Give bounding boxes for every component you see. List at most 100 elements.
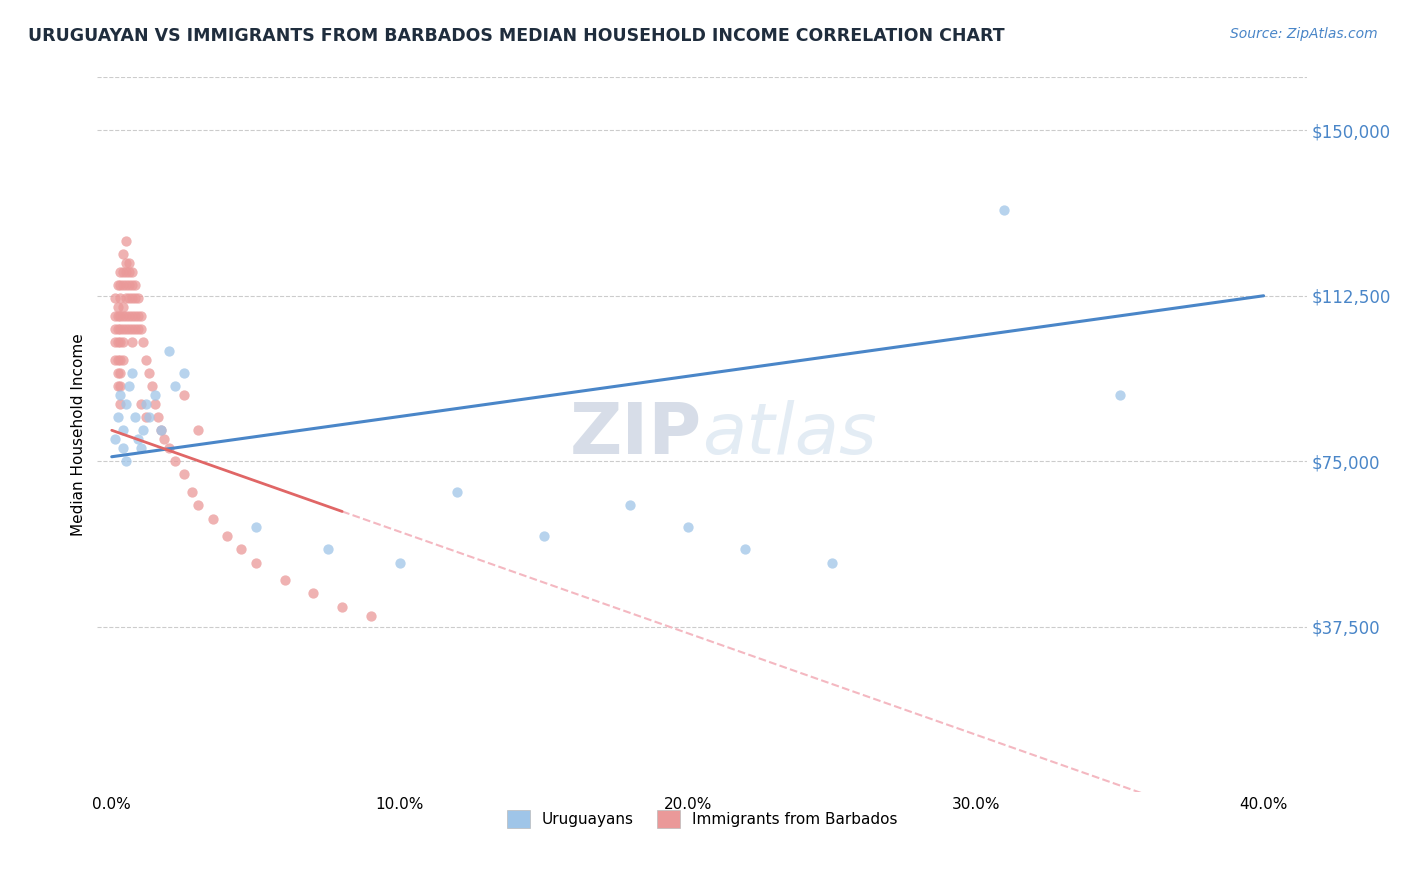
Point: [110, 309, 132, 323]
Point: [132, 423, 155, 437]
Point: [112, 352, 135, 367]
Point: [187, 423, 209, 437]
Point: [124, 309, 146, 323]
Legend: Uruguayans, Immigrants from Barbados: Uruguayans, Immigrants from Barbados: [501, 804, 904, 834]
Point: [993, 202, 1015, 217]
Point: [127, 291, 149, 305]
Point: [110, 322, 132, 336]
Point: [245, 520, 267, 534]
Point: [173, 388, 195, 402]
Point: [112, 322, 135, 336]
Point: [110, 264, 132, 278]
Point: [135, 410, 157, 425]
Point: [118, 322, 141, 336]
Point: [110, 277, 132, 292]
Point: [115, 322, 138, 336]
Point: [146, 410, 169, 425]
Point: [121, 309, 143, 323]
Point: [124, 322, 146, 336]
Point: [157, 441, 180, 455]
Point: [138, 410, 160, 425]
Point: [121, 264, 143, 278]
Point: [388, 556, 411, 570]
Point: [112, 277, 135, 292]
Point: [129, 309, 152, 323]
Point: [187, 498, 209, 512]
Point: [112, 334, 135, 349]
Text: atlas: atlas: [702, 401, 877, 469]
Point: [129, 441, 152, 455]
Point: [107, 277, 129, 292]
Point: [135, 397, 157, 411]
Point: [619, 498, 641, 512]
Point: [104, 432, 127, 446]
Point: [127, 432, 149, 446]
Y-axis label: Median Household Income: Median Household Income: [72, 334, 86, 536]
Point: [112, 300, 135, 314]
Point: [110, 291, 132, 305]
Point: [820, 556, 842, 570]
Point: [533, 529, 555, 543]
Point: [245, 556, 267, 570]
Text: Source: ZipAtlas.com: Source: ZipAtlas.com: [1230, 27, 1378, 41]
Point: [121, 366, 143, 380]
Point: [110, 352, 132, 367]
Point: [118, 291, 141, 305]
Point: [149, 423, 172, 437]
Point: [124, 291, 146, 305]
Point: [121, 291, 143, 305]
Point: [112, 247, 135, 261]
Point: [107, 379, 129, 393]
Point: [138, 366, 160, 380]
Point: [107, 322, 129, 336]
Point: [107, 410, 129, 425]
Point: [446, 485, 468, 500]
Point: [141, 379, 163, 393]
Point: [121, 334, 143, 349]
Point: [121, 322, 143, 336]
Point: [110, 388, 132, 402]
Point: [115, 309, 138, 323]
Point: [118, 255, 141, 269]
Point: [115, 255, 138, 269]
Point: [143, 388, 166, 402]
Point: [104, 291, 127, 305]
Point: [143, 397, 166, 411]
Point: [129, 397, 152, 411]
Point: [110, 397, 132, 411]
Point: [112, 423, 135, 437]
Point: [107, 300, 129, 314]
Point: [201, 511, 224, 525]
Point: [173, 366, 195, 380]
Point: [110, 379, 132, 393]
Point: [118, 264, 141, 278]
Point: [115, 454, 138, 468]
Point: [127, 309, 149, 323]
Point: [104, 322, 127, 336]
Point: [107, 352, 129, 367]
Text: ZIP: ZIP: [569, 401, 702, 469]
Point: [1108, 388, 1130, 402]
Point: [115, 291, 138, 305]
Point: [231, 542, 253, 557]
Point: [360, 608, 382, 623]
Point: [124, 410, 146, 425]
Point: [104, 352, 127, 367]
Point: [676, 520, 699, 534]
Point: [181, 485, 204, 500]
Point: [110, 366, 132, 380]
Text: URUGUAYAN VS IMMIGRANTS FROM BARBADOS MEDIAN HOUSEHOLD INCOME CORRELATION CHART: URUGUAYAN VS IMMIGRANTS FROM BARBADOS ME…: [28, 27, 1005, 45]
Point: [124, 277, 146, 292]
Point: [118, 277, 141, 292]
Point: [165, 454, 187, 468]
Point: [135, 352, 157, 367]
Point: [115, 397, 138, 411]
Point: [734, 542, 756, 557]
Point: [129, 322, 152, 336]
Point: [127, 322, 149, 336]
Point: [115, 277, 138, 292]
Point: [316, 542, 339, 557]
Point: [330, 599, 353, 614]
Point: [112, 309, 135, 323]
Point: [152, 432, 174, 446]
